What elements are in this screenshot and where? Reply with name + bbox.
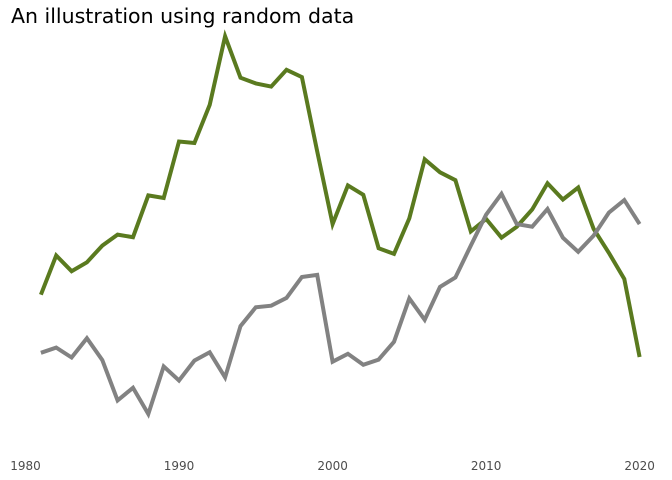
series-layer [39,29,642,419]
x-tick-label-2010: 2010 [471,459,502,473]
x-tick-label-1990: 1990 [164,459,195,473]
x-axis-tick-labels: 1980 1990 2000 2010 2020 [10,459,655,473]
series-line-1 [39,29,642,358]
x-tick-label-1980: 1980 [10,459,41,473]
chart-title: An illustration using random data [11,4,355,28]
x-tick-label-2000: 2000 [317,459,348,473]
x-tick-label-2020: 2020 [624,459,655,473]
series-line-2 [40,189,642,419]
